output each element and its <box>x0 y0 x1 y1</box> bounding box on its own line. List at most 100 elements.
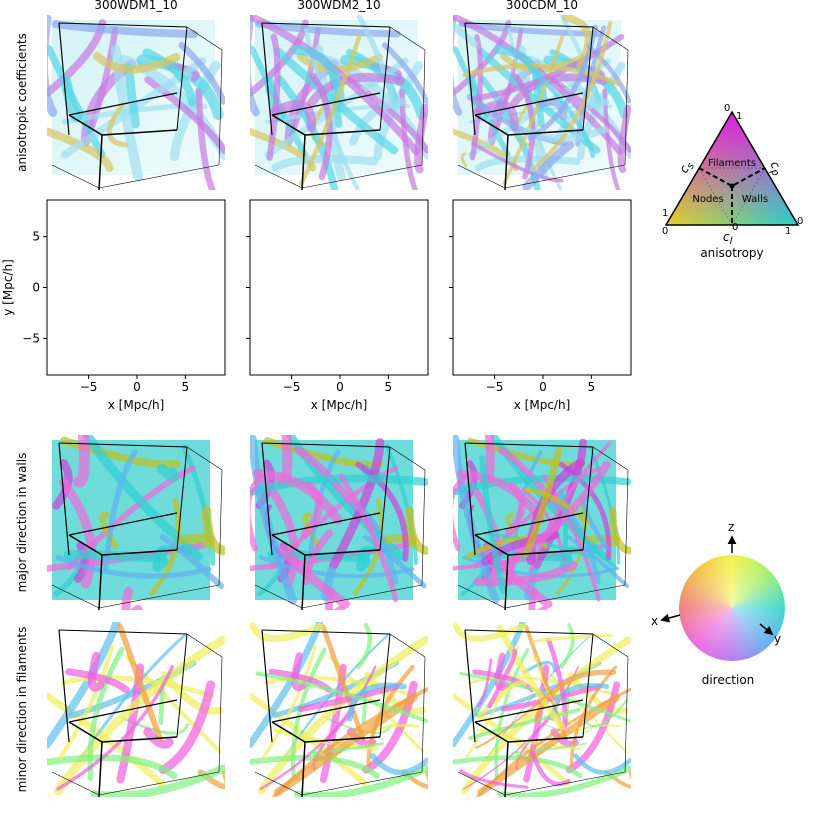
cube-edge <box>464 22 476 136</box>
cube-edge <box>507 549 584 556</box>
render-panel <box>47 435 225 610</box>
x-axis-label: x [Mpc/h] <box>514 398 571 412</box>
render-streak <box>47 15 58 117</box>
render-streak <box>463 666 579 790</box>
cube-edge <box>592 446 629 471</box>
x-tick-label: 0 <box>336 380 344 394</box>
render-panel <box>453 435 631 610</box>
render-streak <box>531 21 613 171</box>
axes-frame <box>46 199 226 376</box>
render-streak <box>61 57 207 159</box>
cube-edge <box>254 771 303 796</box>
render-streak <box>255 671 428 723</box>
render-streak <box>63 549 167 564</box>
render-streak <box>262 644 317 759</box>
cube-edge <box>504 554 509 610</box>
render-streak <box>349 98 407 146</box>
render-streak <box>293 764 428 797</box>
cube-edge <box>98 584 220 609</box>
wall-region <box>47 215 127 375</box>
wall-region <box>139 310 167 375</box>
filament <box>145 292 165 370</box>
render-streak <box>356 15 393 103</box>
render-streak <box>65 668 130 694</box>
cube-edge <box>254 164 303 189</box>
wall-region <box>453 215 533 375</box>
render-streak <box>176 533 215 548</box>
cube-edge <box>474 721 509 743</box>
render-streak <box>537 98 568 121</box>
cube-edge <box>457 164 506 189</box>
cube-edge <box>98 741 103 797</box>
cube-edge <box>464 629 594 635</box>
render-streak <box>477 658 493 707</box>
cube-edge <box>379 633 391 738</box>
axis-label: cs <box>676 158 697 177</box>
render-streak <box>56 665 174 791</box>
render-streak <box>60 75 84 123</box>
axes-frame <box>249 199 429 376</box>
axis-label: x <box>651 614 658 628</box>
cube-edge <box>176 633 188 738</box>
render-streak <box>471 141 564 183</box>
render-streak <box>99 511 119 549</box>
render-streak <box>477 694 621 796</box>
cube-edge <box>68 534 103 556</box>
render-streak <box>299 34 362 186</box>
render-streak <box>297 683 399 712</box>
render-streak <box>81 633 187 757</box>
y-axis-label: y [Mpc/h] <box>1 259 15 316</box>
render-streak <box>531 633 613 644</box>
cube-edge <box>464 442 594 448</box>
cube-edge <box>474 699 584 723</box>
cube-edge <box>474 92 584 116</box>
render-panel <box>250 435 428 610</box>
cube-edge <box>51 164 100 189</box>
region-label: Nodes <box>692 194 723 205</box>
cube-edge <box>261 442 273 556</box>
x-tick-label: 0 <box>133 380 141 394</box>
render-streak <box>345 48 400 106</box>
render-streak <box>90 764 225 797</box>
render-streak <box>87 651 105 692</box>
ternary-boundaries <box>698 167 766 225</box>
render-streak <box>55 554 212 579</box>
render-streak <box>494 652 510 691</box>
y-tick-label: 5 <box>32 230 40 244</box>
render-panel <box>250 15 428 190</box>
cube-edge <box>271 721 306 743</box>
tick-label: 1 <box>736 111 742 122</box>
render-streak <box>453 693 571 787</box>
render-streak <box>47 754 178 780</box>
render-streak <box>159 534 225 590</box>
cube-edge <box>186 633 223 658</box>
cube-edge <box>271 534 306 556</box>
cube-edge <box>624 49 629 166</box>
render-streak <box>522 140 575 190</box>
cube-edge <box>379 26 391 131</box>
axis-label: y <box>774 632 781 646</box>
render-streak <box>320 624 366 742</box>
cube-edge <box>51 584 100 609</box>
slice-image <box>47 200 225 375</box>
cube-edge <box>261 629 391 635</box>
cube-edge <box>457 771 506 796</box>
column-title: 300WDM1_10 <box>94 0 177 12</box>
render-panel <box>250 622 428 797</box>
x-tick-label: −5 <box>80 380 98 394</box>
render-streak <box>59 477 97 589</box>
cube-edge <box>592 633 629 658</box>
render-panel <box>453 15 631 190</box>
cube-edge <box>186 446 223 471</box>
cube-edge <box>421 656 426 773</box>
render-streak <box>278 544 351 609</box>
row-label: anisotropic coefficients <box>15 33 29 172</box>
render-streak <box>476 680 528 720</box>
render-streak <box>453 15 463 116</box>
render-streak <box>530 750 571 787</box>
render-streak <box>369 753 428 776</box>
render-streak <box>290 647 327 781</box>
cube-edge <box>301 554 306 610</box>
cube-edge <box>68 512 178 536</box>
